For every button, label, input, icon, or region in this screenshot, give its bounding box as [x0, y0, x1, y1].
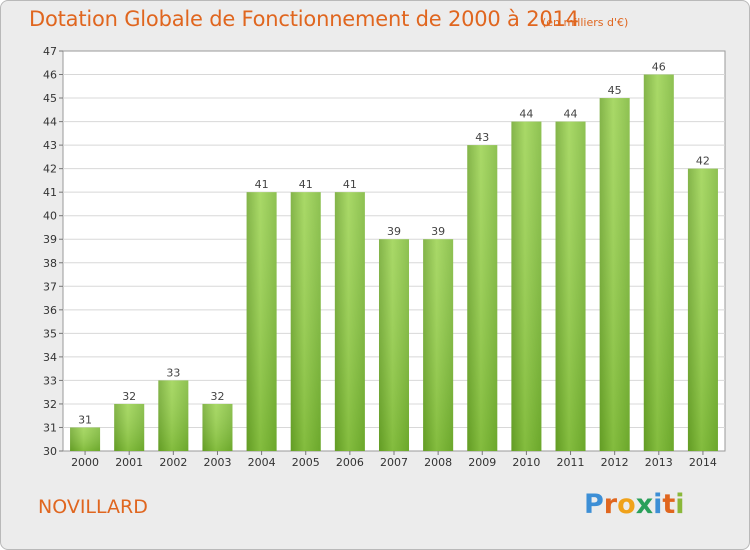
- y-tick-label: 37: [43, 280, 57, 293]
- y-tick-label: 44: [43, 116, 57, 129]
- x-tick-label: 2009: [468, 456, 496, 469]
- bar-shade: [378, 239, 410, 451]
- bar-shade: [423, 239, 454, 451]
- data-label: 45: [608, 84, 622, 97]
- data-label: 41: [343, 178, 357, 191]
- bar-shade: [599, 98, 630, 451]
- proxiti-logo: Proxiti: [584, 489, 685, 520]
- y-tick-label: 30: [43, 445, 57, 458]
- x-tick-label: 2003: [203, 456, 231, 469]
- chart-subtitle: (en milliers d'€): [542, 16, 629, 29]
- data-label: 39: [387, 225, 401, 238]
- x-tick-label: 2012: [601, 456, 629, 469]
- y-tick-label: 41: [43, 186, 57, 199]
- data-label: 42: [696, 155, 710, 168]
- bar-shade: [70, 427, 101, 451]
- y-tick-label: 34: [43, 351, 57, 364]
- y-tick-label: 40: [43, 210, 57, 223]
- data-label: 32: [122, 390, 136, 403]
- x-tick-label: 2000: [71, 456, 99, 469]
- logo-letter: o: [617, 489, 636, 520]
- y-tick-label: 38: [43, 257, 57, 270]
- logo-letter: i: [675, 489, 685, 520]
- x-tick-label: 2008: [424, 456, 452, 469]
- data-label: 33: [166, 366, 180, 379]
- y-tick-label: 45: [43, 92, 57, 105]
- bar-shade: [511, 121, 542, 452]
- y-tick-label: 35: [43, 327, 57, 340]
- logo-letter: i: [653, 489, 663, 520]
- y-tick-label: 33: [43, 374, 57, 387]
- bar-shade: [246, 192, 277, 452]
- data-label: 44: [564, 108, 578, 121]
- data-labels: 31 32 33 32 41 41 41 39 39 43 44 44 45 46 42: [78, 61, 710, 427]
- bar-shade: [114, 403, 145, 451]
- x-tick-label: 2001: [115, 456, 143, 469]
- x-tick-label: 2010: [512, 456, 540, 469]
- y-tick-label: 47: [43, 45, 57, 58]
- logo-letter: P: [584, 489, 604, 520]
- y-tick-label: 43: [43, 139, 57, 152]
- data-label: 43: [475, 131, 489, 144]
- x-tick-label: 2002: [159, 456, 187, 469]
- bar-shade: [158, 380, 189, 451]
- x-tick-label: 2004: [248, 456, 276, 469]
- x-axis-ticks: 2000 2001 2002 2003 2004 2005 2006 2007 2008 2009…: [71, 451, 717, 469]
- y-tick-label: 36: [43, 304, 57, 317]
- y-tick-label: 31: [43, 421, 57, 434]
- y-tick-label: 32: [43, 398, 57, 411]
- x-tick-label: 2011: [557, 456, 585, 469]
- bar-shade: [687, 168, 718, 451]
- y-axis-ticks: 30 31 32 33 34 35 36 37 38 39 40 41 42 43 44 45 46 47: [43, 45, 63, 458]
- bar-shade: [202, 403, 233, 451]
- x-tick-label: 2006: [336, 456, 364, 469]
- logo-letter: t: [662, 489, 676, 520]
- commune-name: NOVILLARD: [38, 496, 148, 518]
- data-label: 32: [210, 390, 224, 403]
- x-tick-label: 2005: [292, 456, 320, 469]
- data-label: 39: [431, 225, 445, 238]
- logo-letter: x: [635, 489, 654, 520]
- bar-shade: [467, 145, 498, 451]
- x-tick-label: 2014: [689, 456, 717, 469]
- data-label: 44: [519, 108, 533, 121]
- bar-shade: [643, 74, 674, 451]
- chart-title: Dotation Globale de Fonctionnement de 20…: [29, 7, 579, 31]
- data-label: 31: [78, 413, 92, 426]
- bars: [70, 74, 718, 452]
- data-label: 41: [255, 178, 269, 191]
- y-tick-label: 46: [43, 69, 57, 82]
- x-tick-label: 2013: [645, 456, 673, 469]
- data-label: 46: [652, 61, 666, 74]
- bar-shade: [555, 121, 586, 452]
- bar-shade: [290, 192, 321, 452]
- logo-letter: r: [603, 489, 618, 520]
- data-label: 41: [299, 178, 313, 191]
- y-tick-label: 42: [43, 163, 57, 176]
- y-tick-label: 39: [43, 233, 57, 246]
- bar-shade: [334, 192, 365, 452]
- x-tick-label: 2007: [380, 456, 408, 469]
